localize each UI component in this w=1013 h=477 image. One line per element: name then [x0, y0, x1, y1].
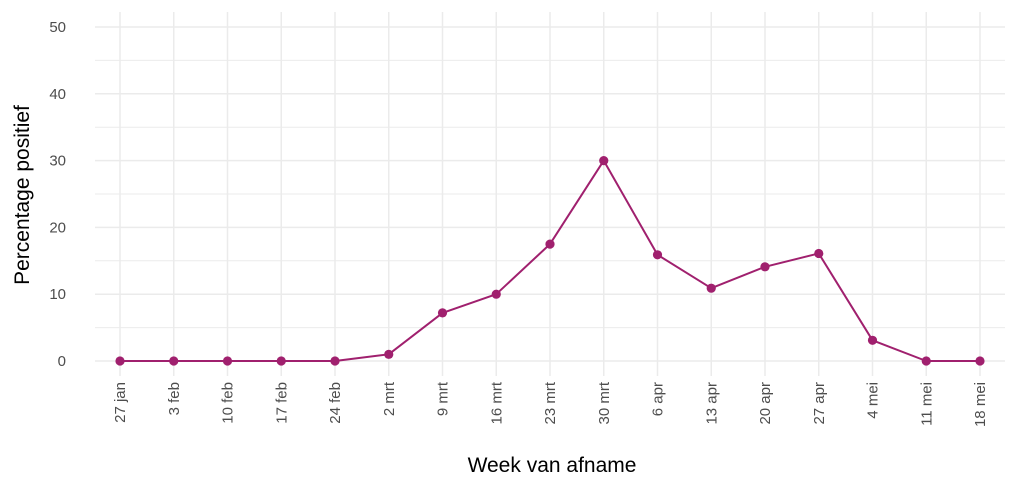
data-point [491, 289, 501, 299]
y-tick-label: 0 [58, 353, 66, 370]
x-tick-label: 2 mrt [381, 381, 398, 416]
data-point [814, 248, 824, 259]
x-tick-label: 6 apr [650, 382, 667, 416]
data-point [921, 356, 931, 366]
data-point [384, 349, 394, 359]
data-point [706, 283, 716, 293]
x-tick-label: 27 apr [811, 382, 828, 425]
x-tick-label: 4 mei [865, 382, 882, 419]
y-tick-label: 50 [49, 19, 66, 36]
x-tick-label: 10 feb [220, 382, 237, 424]
x-tick-labels: 27 jan 3 feb 10 feb 17 feb 24 feb 2 mrt 9 mrt 1… [112, 381, 989, 427]
x-tick-label: 16 mrt [488, 381, 505, 424]
y-tick-label: 40 [49, 86, 66, 103]
y-tick-label: 20 [49, 219, 66, 236]
x-tick-label: 9 mrt [435, 381, 452, 416]
data-point [975, 356, 985, 366]
x-tick-label: 17 feb [273, 382, 290, 424]
x-tick-label: 3 feb [166, 382, 183, 415]
data-point [169, 356, 179, 366]
x-tick-label: 23 mrt [542, 381, 559, 424]
data-point [760, 262, 770, 272]
data-point [652, 250, 663, 260]
data-point [330, 356, 340, 366]
y-tick-label: 30 [49, 153, 66, 170]
x-tick-label: 27 jan [112, 382, 129, 423]
data-point [545, 239, 555, 249]
x-tick-label: 30 mrt [596, 381, 613, 424]
y-axis-title: Percentage positief [11, 105, 34, 285]
x-tick-label: 18 mei [972, 382, 989, 427]
grid-lines [95, 12, 1005, 376]
data-point [115, 356, 125, 366]
data-point [867, 335, 878, 345]
series-group [115, 156, 985, 366]
data-point [276, 356, 286, 366]
data-point [437, 308, 448, 318]
x-axis-title: Week van afname [468, 454, 637, 477]
x-tick-label: 11 mei [918, 382, 935, 426]
data-point [222, 356, 233, 366]
x-tick-label: 13 apr [703, 382, 720, 425]
x-tick-label: 24 feb [327, 382, 344, 424]
y-tick-labels: 0 10 20 30 40 50 [49, 19, 66, 370]
data-point [599, 156, 609, 166]
y-tick-label: 10 [49, 286, 66, 303]
x-tick-label: 20 apr [757, 382, 774, 425]
